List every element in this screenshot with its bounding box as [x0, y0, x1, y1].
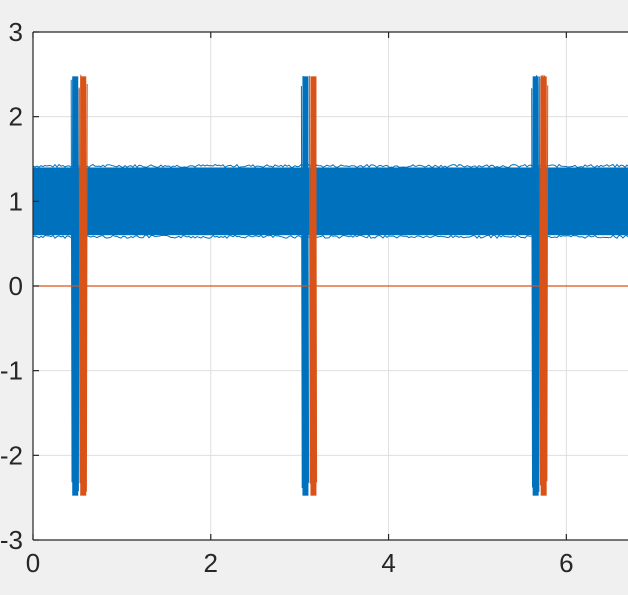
series-burst [78, 74, 88, 496]
series-burst [308, 75, 318, 496]
y-tick-label: -1 [0, 356, 23, 386]
burst-oscillation [70, 78, 80, 495]
y-tick-label: 3 [9, 17, 23, 47]
series-band [33, 167, 628, 236]
series-burst [539, 74, 549, 496]
x-tick-label: 6 [559, 548, 573, 578]
tick-labels: 0 2 4 6 -3 -2 -1 0 1 2 3 [0, 17, 574, 578]
y-tick-label: 1 [9, 186, 23, 216]
burst-oscillation [78, 74, 88, 492]
burst-oscillation [308, 75, 318, 495]
burst-oscillation [300, 75, 310, 494]
axes-frame [32, 31, 628, 541]
y-tick-label: -2 [0, 440, 23, 470]
x-tick-label: 0 [26, 548, 40, 578]
x-tick-label: 2 [204, 548, 218, 578]
y-tick-label: -3 [0, 525, 23, 555]
x-tick-label: 4 [381, 548, 395, 578]
burst-oscillation [539, 74, 549, 493]
plot-series [32, 74, 628, 496]
y-tick-label: 2 [9, 102, 23, 132]
burst-oscillation [531, 75, 541, 492]
y-tick-label: 0 [9, 271, 23, 301]
series-2 [33, 74, 628, 496]
